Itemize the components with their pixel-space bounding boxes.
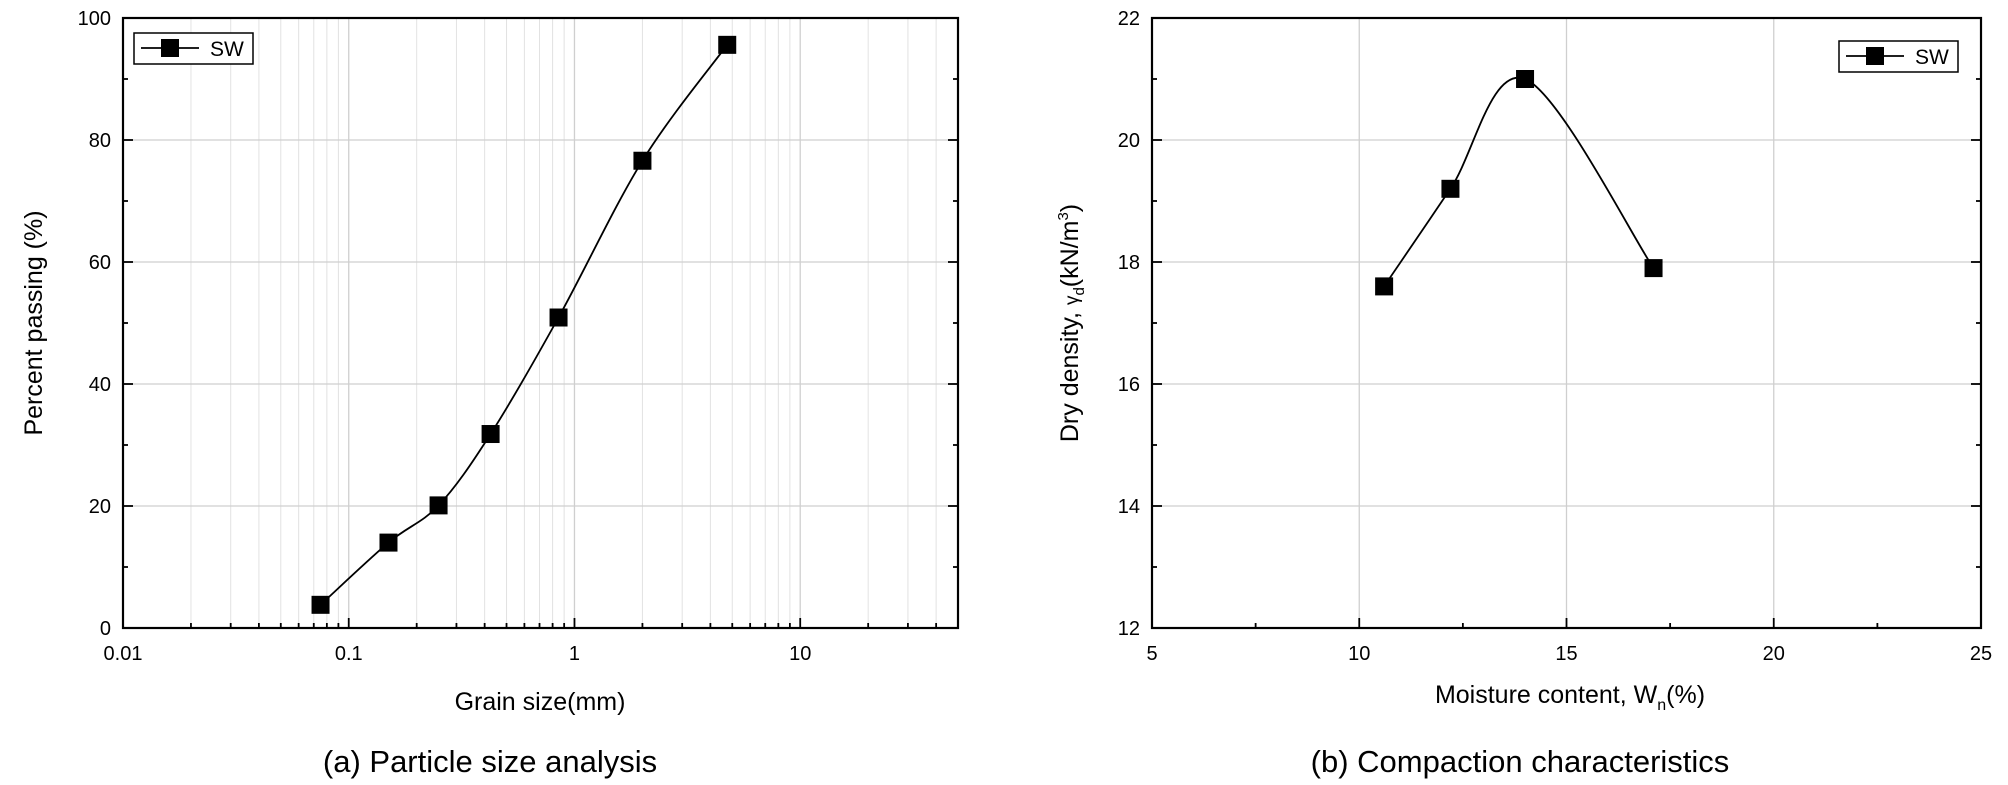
x-tick-labels: 0.01 0.1 1 10 [104, 643, 812, 665]
x-axis-title: Grain size(mm) [455, 688, 626, 716]
series-line-sw [319, 44, 728, 606]
y-tick-label: 0 [100, 618, 111, 640]
grid [1152, 18, 1981, 628]
x-tick-label: 0.1 [335, 643, 363, 665]
x-tick-label: 5 [1146, 643, 1157, 665]
data-point-marker [1441, 179, 1460, 198]
y-tick-label: 16 [1118, 374, 1140, 396]
y-tick-label: 20 [89, 496, 111, 518]
data-point-marker [1516, 70, 1535, 88]
grid [123, 18, 958, 628]
y-tick-labels: 12 14 16 18 20 22 [1118, 8, 1140, 640]
legend: SW [1838, 40, 1959, 73]
caption-b: (b) Compaction characteristics [1311, 744, 1730, 779]
x-tick-label: 0.01 [104, 643, 143, 665]
data-point-marker [311, 595, 330, 614]
x-tick-label: 10 [1348, 643, 1370, 665]
y-axis-title-main: Dry density, [1056, 305, 1084, 442]
y-tick-label: 40 [89, 374, 111, 396]
data-point-marker [481, 425, 500, 444]
x-axis-title-main: Moisture content, W [1435, 681, 1658, 709]
legend-box [1838, 40, 1959, 73]
legend: SW [133, 32, 254, 65]
legend-marker [161, 39, 179, 57]
y-axis-title-sub: d [1071, 287, 1088, 295]
plot-frame [121, 16, 960, 630]
x-tick-label: 10 [789, 643, 811, 665]
y-tick-label: 60 [89, 252, 111, 274]
series-markers-sw [1375, 70, 1663, 296]
x-tick-label: 1 [569, 643, 580, 665]
legend-marker [1866, 47, 1884, 65]
x-tick-label: 20 [1763, 643, 1785, 665]
y-tick-label: 80 [89, 130, 111, 152]
y-tick-label: 18 [1118, 252, 1140, 274]
data-point-marker [549, 308, 568, 327]
series-markers-sw [311, 35, 737, 614]
y-axis-title: Percent passing (%) [20, 210, 48, 435]
data-point-marker [379, 533, 398, 552]
data-point-marker [1375, 277, 1394, 296]
y-axis-title-gamma: γ [1062, 295, 1083, 305]
y-axis-title-tail: ) [1056, 204, 1084, 212]
y-axis-title: Dry density, γd(kN/m3) [1055, 204, 1088, 442]
legend-label: SW [1915, 46, 1949, 69]
data-point-marker [718, 35, 737, 54]
y-axis-title-mid: (kN/m [1056, 221, 1084, 288]
chart-particle-size: 0 20 40 60 80 100 0.01 0.1 1 10 SW Grain size(mm… [20, 8, 960, 779]
series-line-sw [1383, 76, 1655, 287]
x-tick-label: 25 [1970, 643, 1992, 665]
chart-compaction: 12 14 16 18 20 22 5 10 15 20 25 SW Moisture conte… [1055, 8, 1992, 779]
y-tick-label: 12 [1118, 618, 1140, 640]
y-tick-labels: 0 20 40 60 80 100 [78, 8, 111, 640]
y-tick-label: 20 [1118, 130, 1140, 152]
y-tick-label: 100 [78, 8, 111, 30]
x-axis-title-tail: (%) [1666, 681, 1705, 709]
data-point-marker [1644, 259, 1663, 278]
plot-frame [1150, 16, 1983, 630]
y-axis-title-sup: 3 [1055, 212, 1072, 220]
y-tick-label: 22 [1118, 8, 1140, 30]
data-point-marker [633, 151, 652, 170]
caption-a: (a) Particle size analysis [323, 744, 657, 779]
y-tick-label: 14 [1118, 496, 1140, 518]
tick-marks [122, 17, 958, 629]
x-axis-title-sub: n [1657, 697, 1666, 714]
legend-label: SW [210, 38, 244, 61]
x-tick-labels: 5 10 15 20 25 [1146, 643, 1992, 665]
x-tick-label: 15 [1555, 643, 1577, 665]
x-axis-title: Moisture content, Wn(%) [1435, 681, 1705, 714]
data-point-marker [429, 496, 448, 515]
